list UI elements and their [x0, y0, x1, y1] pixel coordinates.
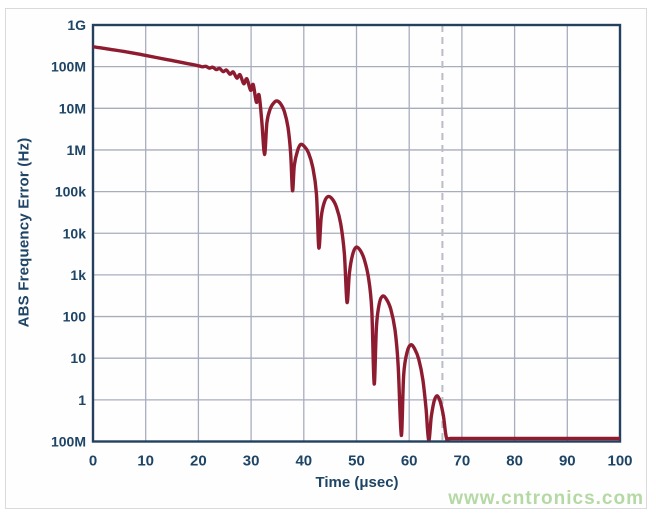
- x-tick-label: 100: [607, 453, 632, 470]
- y-tick-label: 1: [78, 392, 86, 408]
- x-tick-label: 60: [401, 453, 418, 470]
- x-tick-label: 70: [454, 453, 471, 470]
- x-tick-label: 50: [348, 453, 365, 470]
- x-axis-title: Time (μsec): [315, 474, 399, 491]
- y-tick-label: 1G: [67, 17, 86, 33]
- y-tick-label: 10k: [63, 225, 87, 241]
- y-tick-label: 100: [63, 309, 87, 325]
- image-border: [5, 8, 647, 509]
- x-tick-label: 20: [190, 453, 207, 470]
- x-tick-label: 90: [559, 453, 576, 470]
- x-tick-label: 40: [295, 453, 312, 470]
- x-tick-label: 80: [506, 453, 523, 470]
- x-tick-label: 10: [137, 453, 154, 470]
- y-tick-label: 10M: [59, 100, 86, 116]
- y-tick-label: 100M: [51, 59, 86, 75]
- y-tick-label: 100k: [55, 184, 86, 200]
- y-tick-label: 1k: [70, 267, 86, 283]
- plot-frame: [91, 23, 622, 443]
- y-tick-label: 100M: [51, 434, 86, 450]
- x-tick-label: 0: [89, 453, 97, 470]
- x-tick-label: 30: [243, 453, 260, 470]
- y-axis-title: ABS Frequency Error (Hz): [15, 137, 33, 328]
- y-tick-label: 1M: [67, 142, 86, 158]
- frequency-error-curve: [93, 45, 620, 441]
- y-tick-label: 10: [70, 350, 86, 366]
- watermark: www.cntronics.com: [448, 488, 644, 509]
